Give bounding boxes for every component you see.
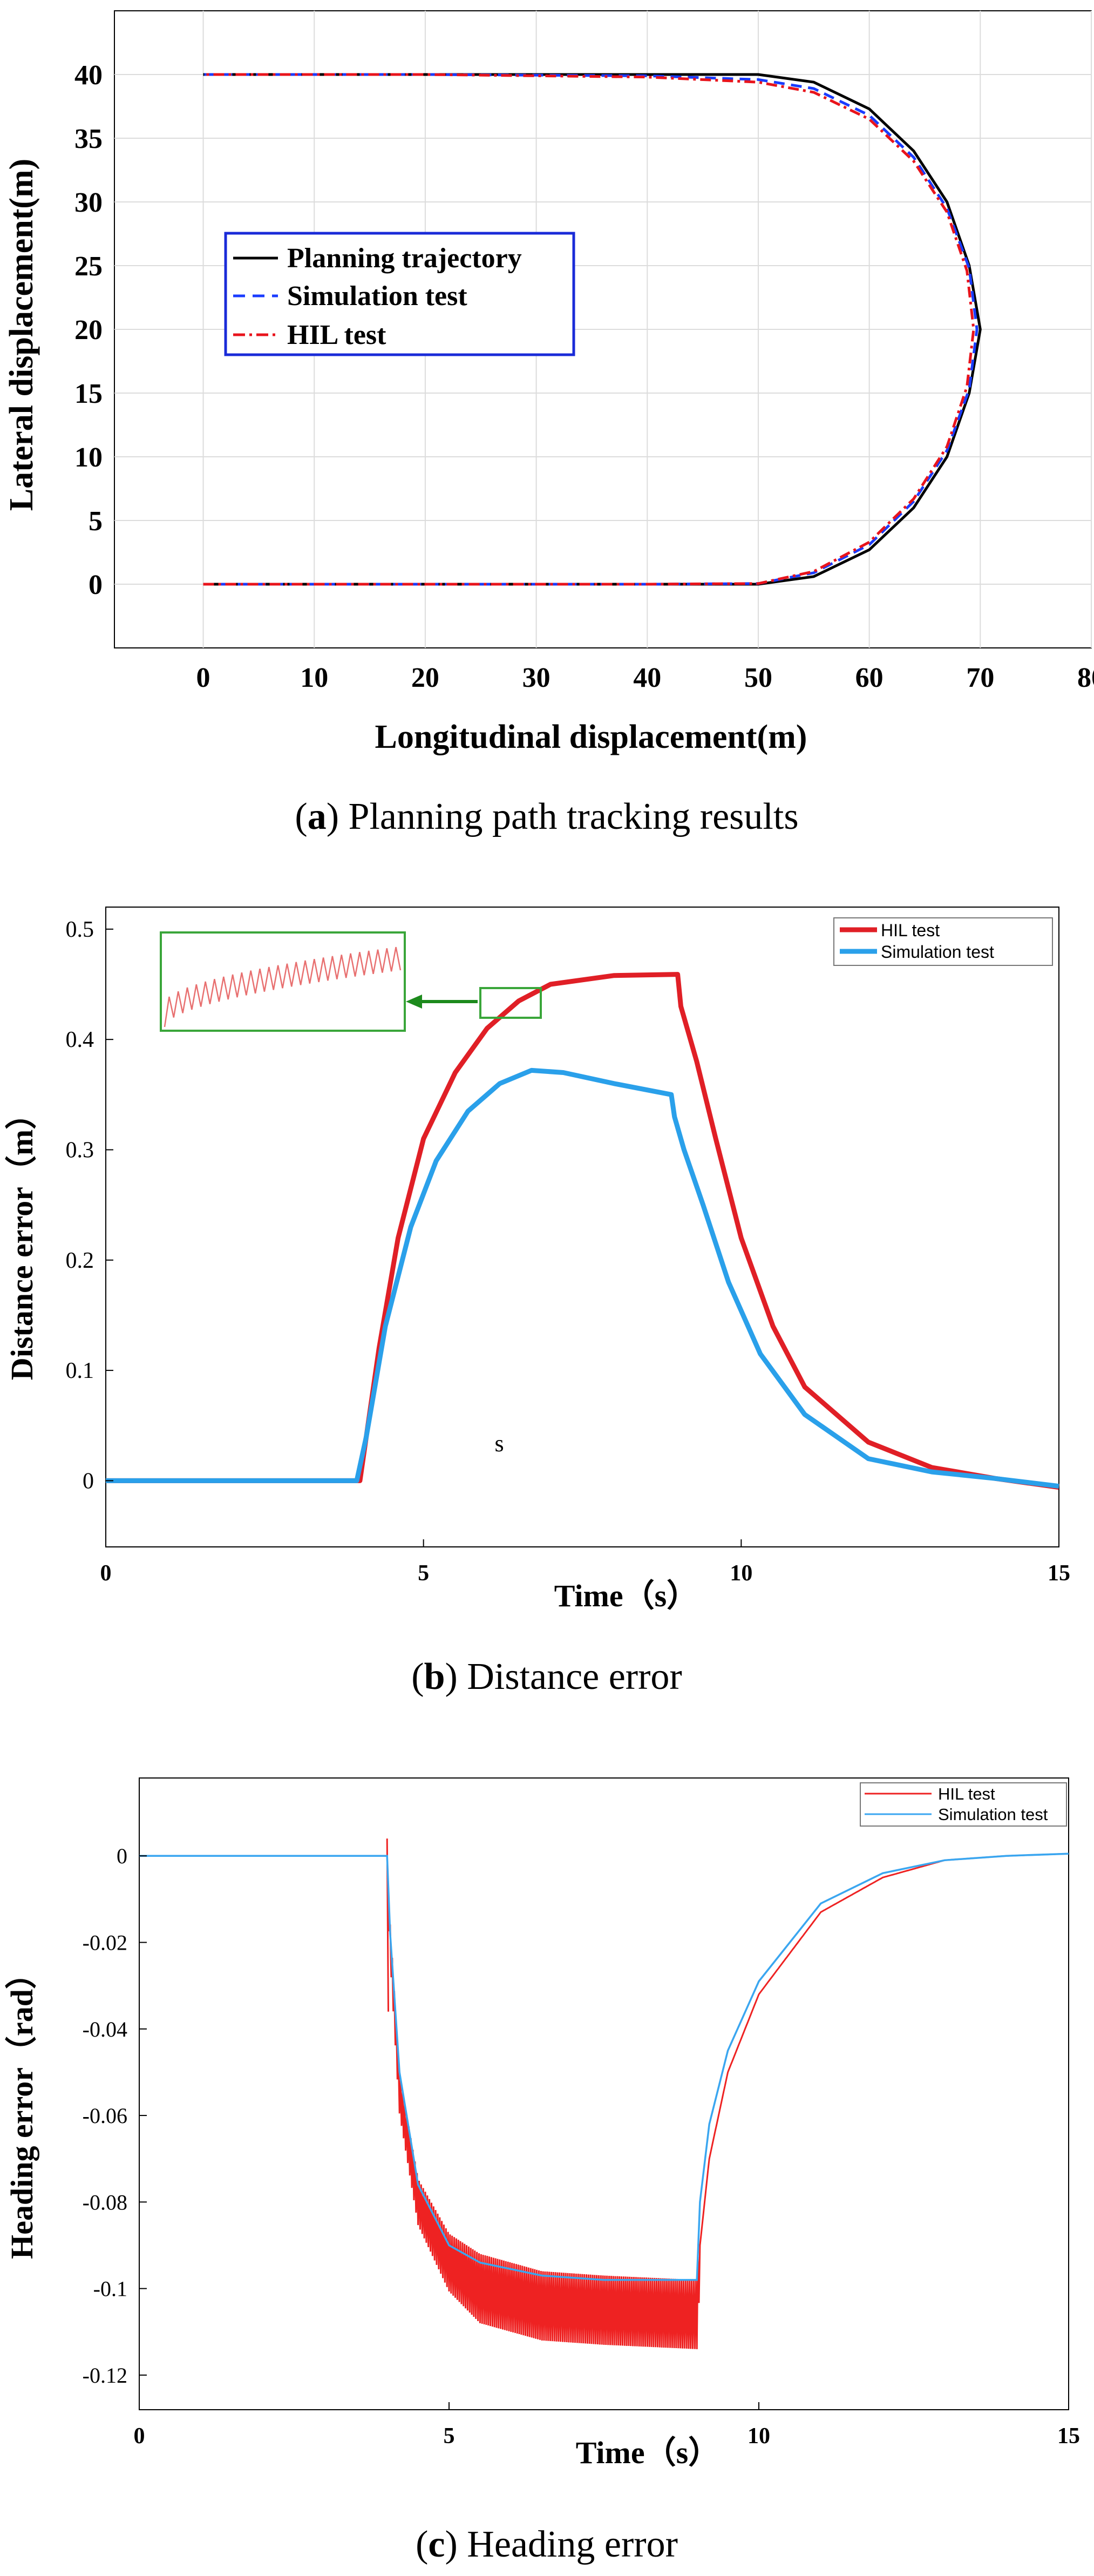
x-tick-label: 0 xyxy=(134,2424,145,2449)
y-tick-label: -0.12 xyxy=(83,2363,127,2388)
panel-c-xlabel: Time（s） xyxy=(576,2435,719,2470)
x-tick-label: 60 xyxy=(855,662,884,693)
x-tick-label: 5 xyxy=(418,1561,429,1586)
x-tick-label: 20 xyxy=(411,662,439,693)
y-tick-label: 25 xyxy=(74,251,103,282)
panel-c-chart: 0 5 10 15 0 -0.02 -0.04 -0.06 -0.08 -0.1 -0.12 Ti… xyxy=(4,1777,1080,2565)
panel-a-series xyxy=(203,73,982,586)
y-tick-label: 30 xyxy=(74,187,103,218)
x-tick-label: 15 xyxy=(1057,2424,1080,2449)
legend-label-planning: Planning trajectory xyxy=(287,243,522,274)
panel-b-xticks: 0 5 10 15 xyxy=(100,1539,1070,1586)
x-tick-label: 0 xyxy=(196,662,210,693)
x-tick-label: 30 xyxy=(522,662,551,693)
y-tick-label: 15 xyxy=(74,378,103,409)
panel-a-chart: 0 10 20 30 40 50 60 70 80 0 5 10 15 20 25 30 35 40 Longi… xyxy=(3,10,1094,837)
panel-a-ylabel: Lateral displacement(m) xyxy=(3,159,40,511)
y-tick-label: 0.1 xyxy=(66,1358,94,1383)
panel-a-xlabel: Longitudinal displacement(m) xyxy=(375,719,807,755)
panel-c-xticks: 0 5 10 15 xyxy=(134,2402,1080,2449)
y-tick-label: 0.5 xyxy=(66,917,94,942)
zoom-region-box xyxy=(479,987,542,1019)
x-tick-label: 70 xyxy=(966,662,994,693)
y-tick-label: 0 xyxy=(83,1469,94,1493)
panel-b-xlabel: Time（s） xyxy=(554,1578,698,1613)
x-tick-label: 50 xyxy=(744,662,772,693)
inset-box xyxy=(160,931,406,1032)
x-tick-label: 0 xyxy=(100,1561,112,1586)
panel-a-legend-box xyxy=(224,232,575,356)
x-tick-label: 10 xyxy=(730,1561,752,1586)
x-tick-label: 5 xyxy=(444,2424,455,2449)
legend-label-sim-c: Simulation test xyxy=(938,1805,1048,1824)
panel-c-ylabel: Heading error（rad） xyxy=(4,1958,39,2259)
panel-b-yticks: 0 0.1 0.2 0.3 0.4 0.5 xyxy=(66,917,113,1493)
legend-label-hil: HIL test xyxy=(287,320,386,350)
legend-label-simulation: Simulation test xyxy=(287,281,467,312)
panel-b-series xyxy=(106,972,1059,1490)
y-tick-label: -0.08 xyxy=(83,2190,127,2214)
x-tick-label: 10 xyxy=(300,662,328,693)
y-tick-label: -0.02 xyxy=(83,1931,127,1955)
panel-b-legend-box xyxy=(833,917,1053,966)
panel-a-caption: (a) Planning path tracking results xyxy=(295,796,798,837)
panel-b-ylabel: Distance error（m） xyxy=(4,1098,39,1380)
y-tick-label: 0.2 xyxy=(66,1248,94,1273)
x-tick-label: 10 xyxy=(748,2424,770,2449)
x-tick-label: 15 xyxy=(1048,1561,1070,1586)
panel-a-legend: Planning trajectory Simulation test HIL … xyxy=(224,232,575,356)
legend-label-hil-b: HIL test xyxy=(881,921,940,940)
y-tick-label: 20 xyxy=(74,315,103,346)
y-tick-label: 0.3 xyxy=(66,1138,94,1162)
panel-b-chart: 0 5 10 15 0 0.1 0.2 0.3 0.4 0.5 Time（s） Distance… xyxy=(4,907,1070,1698)
panel-a-yticks: 0 5 10 15 20 25 30 35 40 xyxy=(74,60,103,600)
y-tick-label: -0.1 xyxy=(93,2277,127,2301)
y-tick-label: 5 xyxy=(89,506,103,537)
x-tick-label: 80 xyxy=(1077,662,1094,693)
y-tick-label: -0.04 xyxy=(83,2017,127,2041)
series-line-b-1 xyxy=(106,1067,1059,1489)
series-line-hil-test xyxy=(203,73,975,586)
panel-c-legend: HIL test Simulation test xyxy=(860,1782,1067,1827)
y-tick-label: 40 xyxy=(74,60,103,91)
series-line-sim-c xyxy=(139,1852,1069,2281)
panel-c-legend-box xyxy=(860,1782,1067,1827)
y-tick-label: -0.06 xyxy=(83,2104,127,2128)
panel-b-annotation: s xyxy=(494,1430,504,1457)
panel-c-yticks: 0 -0.02 -0.04 -0.06 -0.08 -0.1 -0.12 xyxy=(83,1844,147,2388)
inset-zoomed-series xyxy=(164,946,402,1027)
y-tick-label: 0.4 xyxy=(66,1027,94,1052)
legend-label-hil-c: HIL test xyxy=(938,1784,995,1803)
y-tick-label: 0 xyxy=(89,570,103,600)
panel-c-caption: (c) Heading error xyxy=(416,2524,678,2565)
y-tick-label: 0 xyxy=(117,1844,127,1868)
panel-b-inset xyxy=(160,931,542,1032)
x-tick-label: 40 xyxy=(633,662,661,693)
panel-b-legend: HIL test Simulation test xyxy=(833,917,1053,966)
panel-b-caption: (b) Distance error xyxy=(411,1656,682,1698)
y-tick-label: 35 xyxy=(74,124,103,154)
panel-a-xticks: 0 10 20 30 40 50 60 70 80 xyxy=(196,662,1094,693)
panel-c-series xyxy=(139,1838,1069,2349)
series-line-b-0 xyxy=(106,972,1059,1490)
legend-label-sim-b: Simulation test xyxy=(881,942,994,962)
zoom-arrow-head xyxy=(406,995,422,1009)
y-tick-label: 10 xyxy=(74,442,103,473)
